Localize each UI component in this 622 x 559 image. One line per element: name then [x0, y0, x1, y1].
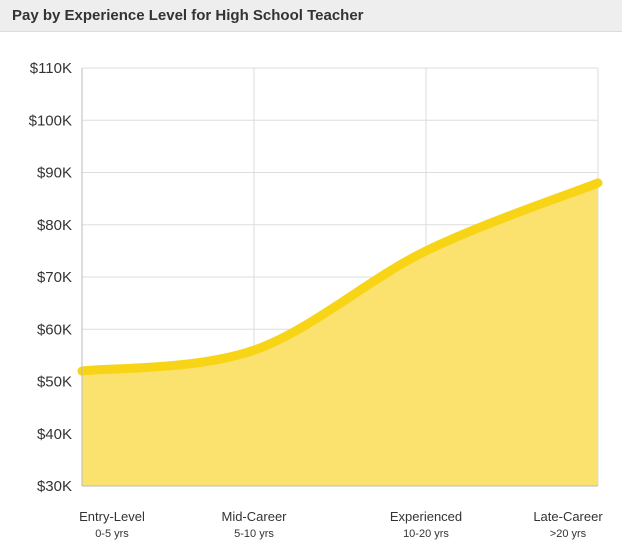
- y-tick-label: $60K: [37, 321, 72, 338]
- y-axis-ticks: $30K $40K $50K $60K $70K $80K $90K $100K $110K: [29, 60, 72, 495]
- chart-title: Pay by Experience Level for High School …: [12, 7, 364, 24]
- x-category-sublabel: 5-10 yrs: [234, 528, 274, 540]
- y-tick-label: $40K: [37, 426, 72, 443]
- x-category-label: Experienced: [390, 509, 462, 524]
- axis-lines: [81, 68, 598, 487]
- y-tick-label: $30K: [37, 478, 72, 495]
- x-axis-categories: Entry-Level 0-5 yrs Mid-Career 5-10 yrs Expe…: [79, 509, 603, 540]
- x-category-label: Entry-Level: [79, 509, 145, 524]
- chart-header: Pay by Experience Level for High School …: [0, 0, 622, 32]
- x-category-label: Late-Career: [533, 509, 603, 524]
- x-category-sublabel: >20 yrs: [550, 528, 587, 540]
- x-category-sublabel: 0-5 yrs: [95, 528, 129, 540]
- y-tick-label: $80K: [37, 217, 72, 234]
- y-tick-label: $110K: [30, 60, 72, 77]
- y-tick-label: $70K: [37, 269, 72, 286]
- y-tick-label: $50K: [37, 374, 72, 391]
- y-tick-label: $100K: [29, 112, 72, 129]
- pay-line: [77, 178, 603, 376]
- x-category-label: Mid-Career: [221, 509, 287, 524]
- y-tick-label: $90K: [37, 165, 72, 182]
- pay-area-fill: [82, 182, 598, 486]
- x-category-sublabel: 10-20 yrs: [403, 528, 449, 540]
